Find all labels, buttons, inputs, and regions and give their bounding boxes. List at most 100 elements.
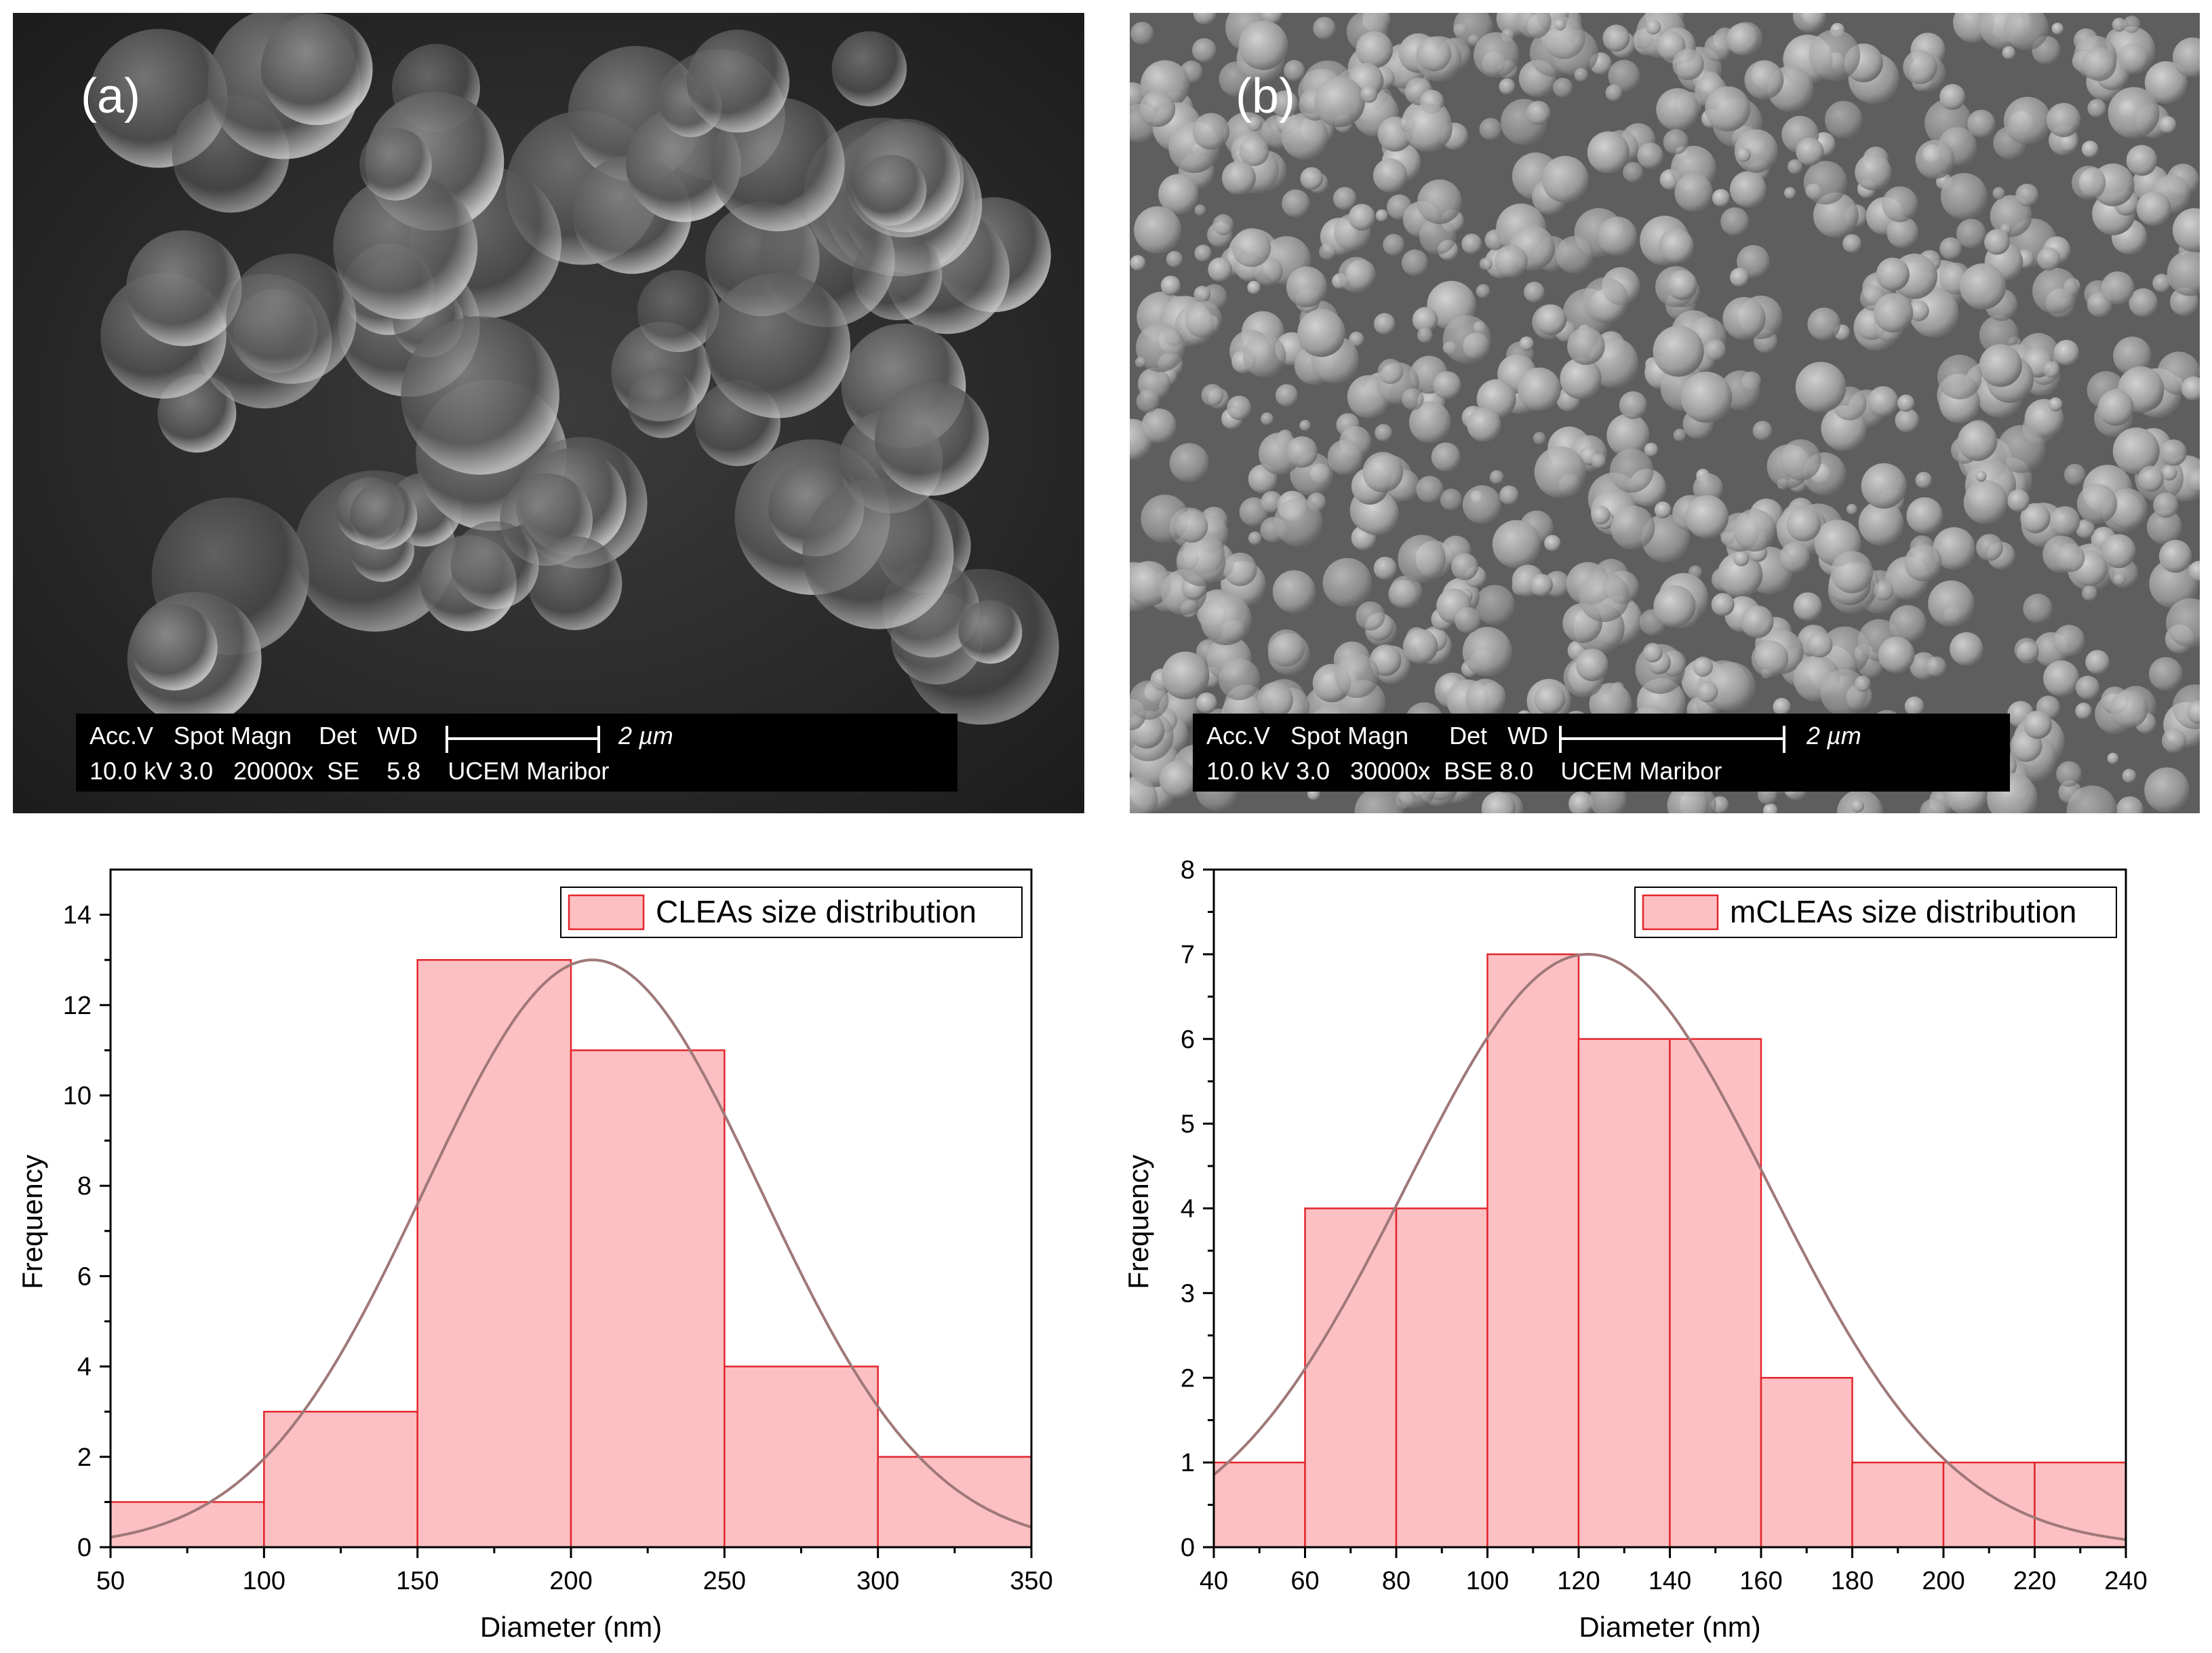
sem-grain [2172, 208, 2200, 252]
sem-grain [1967, 109, 1996, 138]
sem-grain [1903, 50, 1937, 85]
sem-grain [2032, 267, 2079, 314]
normal-fit-curve [110, 958, 1032, 1539]
sem-grain [2107, 752, 2119, 764]
sem-grain [1915, 140, 1955, 179]
sem-grain [1855, 676, 1871, 692]
sem-grain [1730, 171, 1766, 208]
histogram-bar [1851, 1461, 1945, 1549]
sem-grain [1895, 408, 1920, 433]
sem-grain [1659, 229, 1694, 264]
sem-grain [1373, 556, 1397, 580]
sem-grain [1134, 206, 1182, 254]
scale-text-a: 2 µm [618, 722, 673, 750]
sem-grain [1130, 22, 1154, 45]
sem-grain [1530, 574, 1553, 597]
sem-grain [2081, 140, 2099, 158]
sem-grain [1541, 155, 1589, 203]
sem-grain [1238, 20, 1288, 71]
sem-grain [1653, 326, 1704, 377]
legend-swatch [1642, 894, 1719, 931]
x-tick-label: 40 [1200, 1567, 1228, 1595]
sem-grain [1851, 799, 1864, 813]
x-axis-label: Diameter (nm) [1579, 1611, 1760, 1643]
sem-grain [1404, 103, 1453, 153]
histogram-mcleas-svg: 40 60 80 100 120 140 160 180 200 220 240 0 1 2 3 4 5 6 7 8 D… [1122, 856, 2148, 1643]
sem-grain [2166, 598, 2200, 648]
sem-grain [2136, 191, 2171, 226]
sem-grain [2144, 767, 2190, 813]
sem-grain [1372, 158, 1408, 193]
sem-grain [1878, 636, 1915, 674]
sem-grain [1554, 18, 1566, 31]
y-tick-label: 12 [63, 992, 92, 1020]
sem-grain [1685, 495, 1729, 539]
sem-grain [1842, 234, 1861, 253]
sem-grain [1272, 570, 1316, 613]
x-tick-label: 240 [2104, 1567, 2147, 1595]
sem-grain [1479, 257, 1493, 271]
sem-grain [1281, 113, 1328, 160]
panel-label-a: (a) [81, 69, 140, 123]
sem-grain [1846, 503, 1857, 515]
sem-grain [1377, 358, 1404, 385]
x-tick-label: 220 [2013, 1567, 2056, 1595]
sem-grain [1467, 408, 1501, 442]
sem-grain [1134, 357, 1146, 368]
sem-grain [1196, 692, 1217, 714]
sem-grain [1730, 267, 1749, 287]
histogram-bar [1577, 1038, 1671, 1549]
sem-particle [802, 478, 954, 629]
y-tick-label: 2 [1181, 1364, 1195, 1393]
sem-grain [2161, 728, 2186, 753]
sem-grain [1696, 680, 1718, 703]
histogram-bar [109, 1501, 265, 1549]
sem-grain [2181, 376, 2200, 401]
sem-grain [1591, 505, 1611, 525]
sem-grain [1193, 13, 1217, 25]
histogram-bar [1669, 1038, 1762, 1549]
x-tick-label: 100 [1466, 1567, 1509, 1595]
sem-grain [1194, 244, 1212, 262]
sem-grain [1416, 36, 1452, 72]
sem-grain [1889, 605, 1927, 642]
sem-texture-a [13, 13, 1084, 813]
sem-grain [1751, 640, 1789, 678]
sem-grain [1533, 431, 1546, 445]
sem-grain [1653, 585, 1696, 627]
sem-grain [1495, 245, 1528, 278]
sem-grain [1176, 537, 1226, 587]
sem-grain [1619, 391, 1647, 419]
sem-grain [1920, 798, 1948, 813]
sem-grain [1809, 29, 1861, 81]
sem-grain [2172, 37, 2200, 77]
sem-particle [226, 253, 357, 384]
sem-grain [1402, 388, 1424, 410]
y-tick-label: 5 [1181, 1110, 1195, 1139]
sem-grain [1193, 286, 1211, 303]
sem-grain [1763, 803, 1778, 813]
sem-grain [1950, 632, 1983, 666]
sem-grain [1451, 553, 1478, 581]
sem-grain [1873, 293, 1914, 333]
sem-particle [856, 155, 927, 226]
sem-grain [1271, 90, 1299, 117]
scale-bar-a [446, 726, 600, 753]
y-tick-label: 4 [1181, 1195, 1195, 1224]
sem-grain [2007, 489, 2030, 512]
sem-grain [1904, 544, 1942, 582]
sem-grain [2186, 468, 2200, 493]
sem-grain [2015, 183, 2039, 207]
sem-grain [1908, 300, 1929, 322]
sem-grain [1830, 551, 1874, 594]
sem-grain [1734, 129, 1778, 173]
sem-grain [1455, 607, 1481, 634]
sem-grain [1975, 470, 1987, 482]
sem-grain [1704, 34, 1732, 62]
sem-grain [2085, 650, 2110, 674]
sem-grain [1796, 138, 1824, 166]
sem-grain [1194, 204, 1206, 216]
sem-grain [1375, 209, 1388, 222]
x-tick-label: 50 [96, 1567, 125, 1595]
sem-grain [1462, 627, 1512, 677]
